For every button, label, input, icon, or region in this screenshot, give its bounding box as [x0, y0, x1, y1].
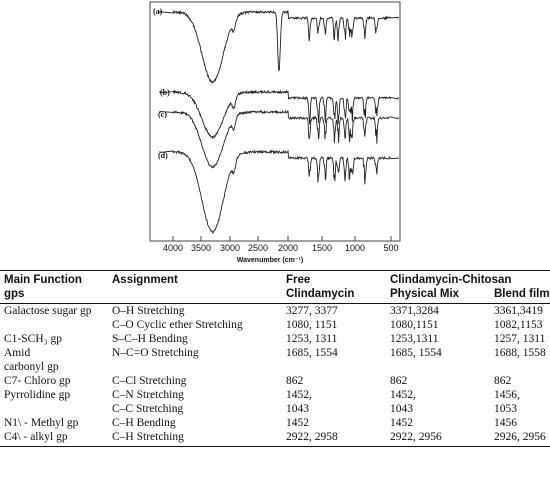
curve-label-c: (c)	[158, 110, 167, 119]
x-axis-title: Wavenumber (cm⁻¹)	[237, 257, 303, 264]
table-row: Pyrrolidine gp C–N Stretching 1452, 1452, 14…	[0, 388, 550, 402]
cell-physical-mix: 3371,3284	[390, 305, 439, 317]
cell-free-clindamycin: 862	[286, 375, 304, 387]
cell-functional-group: C4\ - alkyl gp	[0, 430, 108, 447]
cell-free-clindamycin: 3277, 3377	[286, 305, 338, 317]
cell-free-clindamycin: 1452	[286, 417, 309, 429]
cell-physical-mix: 862	[390, 375, 408, 387]
cell-blend-film: 1688, 1558	[494, 347, 546, 359]
spectrum-curve-a	[159, 9, 399, 85]
cell-assignment: C–H Bending	[112, 417, 176, 429]
cell-blend-film: 1082,1153	[494, 319, 543, 331]
cell-free-clindamycin: 1685, 1554	[286, 347, 338, 359]
x-tick-label: 2500	[248, 243, 268, 253]
cell-free-clindamycin: 1043	[286, 403, 309, 415]
table-row: C4\ - alkyl gp C–H Stretching 2922, 2958 29…	[0, 430, 550, 447]
cell-assignment	[108, 360, 282, 374]
cell-free-clindamycin: 2922, 2958	[282, 430, 386, 447]
cell-functional-group: N1\ - Methyl gp	[4, 417, 79, 429]
header-clindamycin: Clindamycin	[282, 287, 386, 304]
x-tick-label: 1000	[345, 243, 365, 253]
cell-physical-mix: 1253,1311	[390, 333, 439, 345]
cell-assignment: C–N Stretching	[112, 389, 184, 401]
cell-physical-mix	[386, 360, 490, 374]
cell-physical-mix: 2922, 2956	[386, 430, 490, 447]
header-assignment: Assignment	[108, 270, 282, 287]
cell-blend-film: 3361,3419	[494, 305, 543, 317]
cell-assignment: S–C–H Bending	[112, 333, 188, 345]
x-axis: 4000 3500 3000 2500 2000 1500 1000 500 W…	[163, 236, 399, 264]
cell-physical-mix: 1043	[390, 403, 413, 415]
cell-blend-film: 1257, 1311	[494, 333, 546, 345]
curve-label-b: (b)	[160, 88, 170, 97]
assignment-table: Main Function Assignment Free Clindamyci…	[0, 270, 550, 447]
header-clindamycin-chitosan: Clindamycin-Chitosan	[386, 270, 550, 287]
ftir-spectra-figure: (a) (b) (c) (d) 4000 3500 3000 2500 2000…	[149, 1, 401, 264]
header-main-function: Main Function	[0, 270, 108, 287]
cell-blend-film	[490, 360, 550, 374]
cell-functional-group	[0, 318, 108, 332]
curve-label-a: (a)	[153, 7, 163, 16]
spectrum-curve-c	[159, 109, 399, 169]
cell-assignment: C–H Stretching	[108, 430, 282, 447]
cell-assignment: C–O Cyclic ether Stretching	[112, 319, 243, 331]
cell-assignment: N–C=O Stretching	[112, 347, 199, 359]
cell-functional-group: C7- Chloro gp	[4, 375, 71, 387]
header-subrow: gps Clindamycin Physical Mix Blend film	[0, 287, 550, 304]
table-row: carbonyl gp	[0, 360, 550, 374]
cell-free-clindamycin: 1452,	[286, 389, 312, 401]
ftir-spectra-plot: (a) (b) (c) (d) 4000 3500 3000 2500 2000…	[149, 1, 401, 264]
cell-physical-mix: 1452,	[390, 389, 416, 401]
cell-physical-mix: 1685, 1554	[390, 347, 442, 359]
cell-free-clindamycin	[282, 360, 386, 374]
cell-functional-group: Pyrrolidine gp	[4, 389, 71, 401]
x-tick-label: 3000	[220, 243, 240, 253]
cell-physical-mix: 1452	[390, 417, 413, 429]
table-row: C–O Cyclic ether Stretching 1080, 1151 108…	[0, 318, 550, 332]
table-row: Galactose sugar gp O–H Stretching 3277, 33…	[0, 304, 550, 319]
plot-frame	[149, 1, 401, 242]
header-free: Free	[282, 270, 386, 287]
table-row: C1-SCH₃ gp S–C–H Bending 1253, 1311 1253,13…	[0, 332, 550, 346]
cell-functional-group: Galactose sugar gp	[4, 305, 92, 317]
cell-blend-film: 2926, 2956	[490, 430, 550, 447]
x-tick-label: 1500	[312, 243, 332, 253]
cell-free-clindamycin: 1080, 1151	[286, 319, 338, 331]
cell-blend-film: 862	[494, 375, 512, 387]
x-tick-label: 3500	[191, 243, 211, 253]
header-gps: gps	[0, 287, 108, 304]
header-row: Main Function Assignment Free Clindamyci…	[0, 270, 550, 287]
table-row: C–C Stretching 1043 1043 1053	[0, 402, 550, 416]
cell-functional-group: C1-SCH₃ gp	[4, 333, 63, 345]
table-body: Galactose sugar gp O–H Stretching 3277, 33…	[0, 304, 550, 447]
cell-assignment: O–H Stretching	[112, 305, 185, 317]
spectra-curves	[159, 9, 399, 234]
header-physical-mix: Physical Mix	[386, 287, 490, 304]
header-empty	[108, 287, 282, 304]
cell-assignment: C–Cl Stretching	[112, 375, 187, 387]
cell-blend-film: 1456	[494, 417, 517, 429]
cell-functional-group	[0, 402, 108, 416]
header-blend-film: Blend film	[490, 287, 550, 304]
cell-assignment: C–C Stretching	[112, 403, 184, 415]
spectrum-curve-d	[159, 149, 399, 234]
spectrum-curve-b	[159, 89, 399, 140]
table-row: Amid N–C=O Stretching 1685, 1554 1685, 1554…	[0, 346, 550, 360]
cell-blend-film: 1456,	[494, 389, 520, 401]
x-tick-label: 4000	[163, 243, 183, 253]
x-tick-label: 500	[383, 243, 398, 253]
cell-free-clindamycin: 1253, 1311	[286, 333, 338, 345]
table-row: C7- Chloro gp C–Cl Stretching 862 862 862	[0, 374, 550, 388]
cell-blend-film: 1053	[494, 403, 517, 415]
cell-physical-mix: 1080,1151	[390, 319, 439, 331]
ftir-band-assignment-table: Main Function Assignment Free Clindamyci…	[0, 270, 550, 447]
cell-functional-group: Amid	[4, 347, 31, 359]
curve-label-d: (d)	[158, 151, 168, 160]
cell-functional-group: carbonyl gp	[4, 361, 59, 373]
table-row: N1\ - Methyl gp C–H Bending 1452 1452 1456	[0, 416, 550, 430]
x-tick-label: 2000	[278, 243, 298, 253]
